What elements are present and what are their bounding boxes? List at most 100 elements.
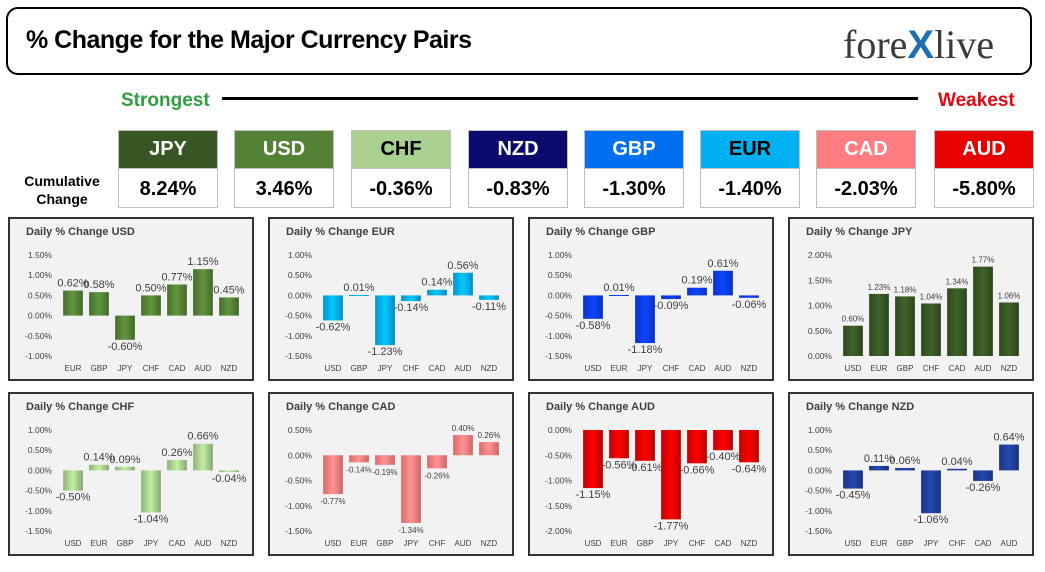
y-tick-label: -0.50% bbox=[545, 450, 572, 460]
currency-code: NZD bbox=[469, 131, 567, 169]
currency-code: USD bbox=[235, 131, 333, 169]
data-label: 0.19% bbox=[681, 275, 712, 287]
data-label: -0.06% bbox=[732, 299, 767, 311]
y-tick-label: 0.50% bbox=[288, 425, 313, 435]
x-tick-label: AUD bbox=[455, 539, 472, 548]
data-label: 0.04% bbox=[941, 456, 972, 468]
data-label: -1.04% bbox=[134, 513, 169, 525]
y-tick-label: 0.00% bbox=[288, 450, 313, 460]
data-label: 0.14% bbox=[421, 277, 452, 289]
bar bbox=[89, 292, 109, 316]
bar bbox=[193, 269, 213, 316]
data-label: -0.19% bbox=[372, 468, 397, 477]
logo-x: X bbox=[907, 23, 935, 67]
x-tick-label: AUD bbox=[455, 364, 472, 373]
data-label: 1.06% bbox=[998, 291, 1021, 300]
x-tick-label: NZD bbox=[221, 539, 238, 548]
y-tick-label: 0.50% bbox=[808, 326, 833, 336]
bar bbox=[323, 295, 343, 321]
y-tick-label: 0.50% bbox=[28, 445, 53, 455]
currency-box-gbp: GBP -1.30% bbox=[584, 130, 684, 208]
data-label: 0.11% bbox=[864, 453, 895, 465]
bar-chart: Daily % Change CHF1.00%0.50%0.00%-0.50%-… bbox=[25, 401, 247, 548]
bar bbox=[453, 435, 473, 456]
y-tick-label: 0.50% bbox=[808, 445, 833, 455]
chart-panel-6: Daily % Change CAD 0.50% 0.00% -0.50% -1.00%… bbox=[268, 392, 514, 556]
strongest-label: Strongest bbox=[121, 90, 210, 111]
data-label: -0.62% bbox=[316, 321, 351, 333]
chart-panel-7: Daily % Change AUD 0.00% -0.50% -1.00% -1.50… bbox=[528, 392, 774, 556]
data-label: 0.01% bbox=[343, 282, 374, 294]
data-label: 0.14% bbox=[83, 452, 114, 464]
data-label: -0.77% bbox=[320, 497, 345, 506]
data-label: -0.40% bbox=[706, 451, 741, 463]
data-label: -1.18% bbox=[628, 344, 663, 356]
x-tick-label: CHF bbox=[429, 539, 446, 548]
x-tick-label: CHF bbox=[923, 364, 940, 373]
x-tick-label: EUR bbox=[611, 539, 628, 548]
bar bbox=[115, 466, 135, 471]
bar bbox=[375, 455, 395, 465]
chart-panel-1: Daily % Change USD 1.50% 1.00% 0.50% 0.00% -0… bbox=[8, 217, 254, 381]
y-tick-label: -1.00% bbox=[545, 476, 572, 486]
currency-code: JPY bbox=[119, 131, 217, 169]
bar bbox=[973, 470, 993, 481]
x-tick-label: GBP bbox=[637, 539, 654, 548]
cumulative-change-value: 8.24% bbox=[139, 178, 197, 200]
bar bbox=[921, 470, 941, 514]
logo-text-right: live bbox=[934, 22, 995, 67]
y-tick-label: 0.00% bbox=[548, 425, 573, 435]
data-label: 0.50% bbox=[135, 282, 166, 294]
y-tick-label: -1.00% bbox=[545, 331, 572, 341]
bar bbox=[375, 295, 395, 346]
bar bbox=[219, 297, 239, 316]
data-label: -0.50% bbox=[56, 492, 91, 504]
data-label: 1.18% bbox=[894, 285, 917, 294]
x-tick-label: CHF bbox=[689, 539, 706, 548]
data-label: 0.61% bbox=[707, 258, 738, 270]
data-label: -1.23% bbox=[368, 346, 403, 358]
bar bbox=[141, 470, 161, 513]
currency-code: CAD bbox=[817, 131, 915, 169]
y-tick-label: 1.00% bbox=[808, 301, 833, 311]
y-tick-label: 0.50% bbox=[548, 270, 573, 280]
x-tick-label: AUD bbox=[975, 364, 992, 373]
y-tick-label: 1.00% bbox=[548, 250, 573, 260]
data-label: -0.56% bbox=[602, 459, 637, 471]
bar bbox=[947, 468, 967, 471]
x-tick-label: AUD bbox=[195, 364, 212, 373]
bar bbox=[427, 289, 447, 296]
cumulative-change-value: -1.30% bbox=[602, 178, 666, 200]
y-tick-label: -1.50% bbox=[285, 351, 312, 361]
bar bbox=[219, 470, 239, 473]
y-tick-label: 0.50% bbox=[288, 270, 313, 280]
chart-title: Daily % Change JPY bbox=[806, 226, 913, 238]
y-tick-label: -1.00% bbox=[25, 351, 52, 361]
x-tick-label: GBP bbox=[91, 364, 108, 373]
bar bbox=[635, 430, 655, 461]
weakest-label: Weakest bbox=[938, 90, 1015, 111]
y-tick-label: 1.00% bbox=[28, 270, 53, 280]
data-label: -0.14% bbox=[394, 302, 429, 314]
x-tick-label: JPY bbox=[924, 539, 939, 548]
cumulative-change-value: -0.36% bbox=[369, 178, 433, 200]
data-label: 0.60% bbox=[842, 315, 865, 324]
x-tick-label: GBP bbox=[377, 539, 394, 548]
data-label: 1.34% bbox=[946, 277, 969, 286]
chart-title: Daily % Change CHF bbox=[26, 401, 134, 413]
data-label: -0.09% bbox=[654, 300, 689, 312]
data-label: 1.77% bbox=[972, 256, 995, 265]
chart-title: Daily % Change AUD bbox=[546, 401, 655, 413]
x-tick-label: CAD bbox=[715, 539, 732, 548]
y-tick-label: -1.50% bbox=[805, 526, 832, 536]
forexlive-logo: foreXlive bbox=[843, 21, 994, 68]
bar bbox=[687, 430, 707, 464]
y-tick-label: 0.50% bbox=[28, 290, 53, 300]
bar bbox=[895, 296, 915, 356]
x-tick-label: NZD bbox=[741, 364, 758, 373]
x-tick-label: JPY bbox=[638, 364, 653, 373]
data-label: -0.58% bbox=[576, 320, 611, 332]
x-tick-label: NZD bbox=[741, 539, 758, 548]
currency-code: CHF bbox=[352, 131, 450, 169]
bar-chart: Daily % Change AUD 0.00% -0.50% -1.00% -1.50… bbox=[545, 401, 767, 548]
